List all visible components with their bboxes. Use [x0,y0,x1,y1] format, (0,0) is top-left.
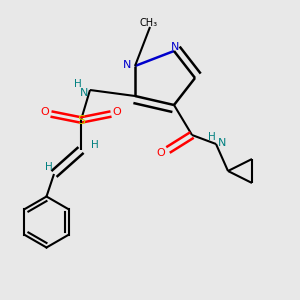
Text: N: N [171,41,180,52]
Text: N: N [123,59,132,70]
Text: O: O [156,148,165,158]
Text: N: N [80,88,88,98]
Text: H: H [91,140,98,151]
Text: S: S [77,113,85,127]
Text: H: H [74,79,82,89]
Text: N: N [218,137,226,148]
Text: H: H [45,161,52,172]
Text: O: O [112,106,122,117]
Text: CH₃: CH₃ [140,17,158,28]
Text: H: H [208,131,215,142]
Text: O: O [40,106,50,117]
